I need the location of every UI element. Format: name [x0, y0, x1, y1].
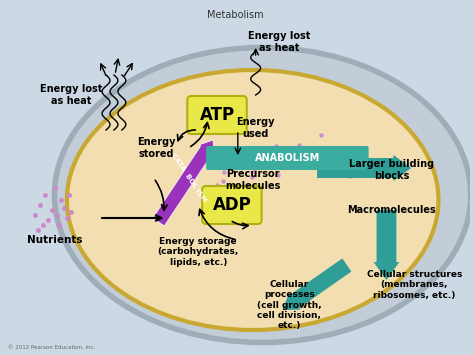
Text: © 2012 Pearson Education, Inc.: © 2012 Pearson Education, Inc.: [8, 345, 95, 350]
Text: Metabolism: Metabolism: [207, 10, 263, 20]
Text: CATA  BOL ISM: CATA BOL ISM: [170, 153, 207, 203]
FancyArrow shape: [317, 155, 411, 181]
Ellipse shape: [55, 48, 471, 343]
Text: Larger building
blocks: Larger building blocks: [349, 159, 434, 181]
Text: ATP: ATP: [200, 106, 235, 124]
FancyArrow shape: [153, 140, 214, 226]
Text: Energy lost
as heat: Energy lost as heat: [248, 31, 310, 53]
FancyArrow shape: [374, 210, 400, 280]
Text: Cellular structures
(membranes,
ribosomes, etc.): Cellular structures (membranes, ribosome…: [366, 270, 462, 300]
Text: Energy
stored: Energy stored: [137, 137, 176, 159]
Text: ADP: ADP: [212, 196, 251, 214]
Ellipse shape: [67, 70, 438, 330]
Text: Cellular
processes
(cell growth,
cell division,
etc.): Cellular processes (cell growth, cell di…: [257, 280, 322, 330]
Text: Energy lost
as heat: Energy lost as heat: [40, 84, 102, 106]
Text: Macromolecules: Macromolecules: [347, 205, 436, 215]
Text: ANABOLISM: ANABOLISM: [255, 153, 320, 163]
FancyArrow shape: [283, 258, 351, 310]
Text: Nutrients: Nutrients: [27, 235, 82, 245]
FancyBboxPatch shape: [187, 96, 247, 134]
Text: Precursor
molecules: Precursor molecules: [225, 169, 281, 191]
Text: Energy storage
(carbohydrates,
lipids, etc.): Energy storage (carbohydrates, lipids, e…: [157, 237, 239, 267]
FancyBboxPatch shape: [206, 146, 369, 170]
FancyBboxPatch shape: [202, 186, 262, 224]
Text: Energy
used: Energy used: [237, 117, 275, 139]
